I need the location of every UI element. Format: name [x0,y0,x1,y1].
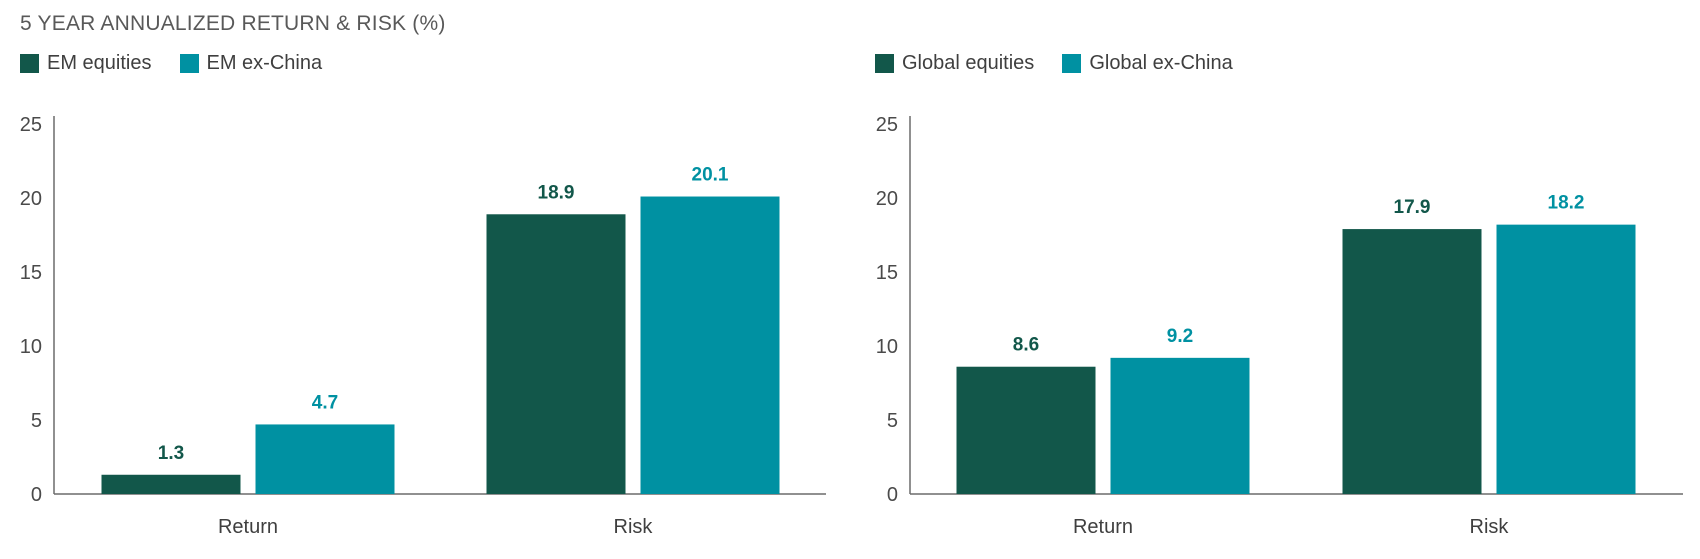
category-label-em-1: Risk [614,516,654,538]
legend-label-em-equities: EM equities [47,51,152,74]
chart-title: 5 YEAR ANNUALIZED RETURN & RISK (%) [20,12,446,35]
y-tick-label-global: 15 [876,262,898,284]
bar-em-1-0 [486,214,626,494]
category-label-em-0: Return [218,516,278,538]
legend-em: EM equities EM ex-China [20,50,350,76]
bar-em-1-1 [640,196,780,494]
y-tick-label-em: 10 [20,336,42,358]
category-label-global-1: Risk [1470,516,1510,538]
legend-global: Global equities Global ex-China [875,50,1261,76]
data-label-em-1-0: 18.9 [538,182,575,203]
legend-label-global-equities: Global equities [902,51,1035,74]
data-label-global-0-0: 8.6 [1013,335,1039,356]
data-label-em-1-1: 20.1 [692,165,729,186]
bar-global-0-1 [1110,357,1250,494]
y-tick-label-em: 20 [20,188,42,210]
bar-em-0-1 [255,424,395,494]
category-label-global-0: Return [1073,516,1133,538]
y-tick-label-global: 0 [887,484,898,506]
bar-global-1-1 [1496,224,1636,494]
legend-label-em-ex-china: EM ex-China [206,51,323,74]
legend-item-em-equities: EM equities [20,52,152,75]
y-tick-label-global: 20 [876,188,898,210]
legend-swatch-em-equities [20,53,39,73]
legend-swatch-em-ex-china [179,53,199,73]
y-tick-label-em: 5 [31,410,42,432]
legend-item-em-ex-china: EM ex-China [179,51,323,75]
y-tick-label-global: 10 [876,336,898,358]
legend-item-global-equities: Global equities [875,52,1034,75]
data-label-em-0-0: 1.3 [158,443,184,464]
legend-swatch-global-equities [875,53,894,73]
y-tick-label-em: 0 [31,484,42,506]
y-tick-label-em: 25 [20,114,42,136]
bar-global-1-0 [1342,229,1482,494]
data-label-global-1-0: 17.9 [1394,197,1431,218]
data-label-em-0-1: 4.7 [312,392,338,413]
data-label-global-0-1: 9.2 [1167,326,1193,347]
data-label-global-1-1: 18.2 [1548,193,1585,214]
y-tick-label-global: 5 [887,410,898,432]
legend-label-global-ex-china: Global ex-China [1089,51,1233,74]
y-tick-label-em: 15 [20,262,42,284]
legend-swatch-global-ex-china [1062,53,1082,73]
y-tick-label-global: 25 [876,114,898,136]
bar-em-0-0 [101,474,241,494]
legend-item-global-ex-china: Global ex-China [1062,51,1233,75]
bar-global-0-0 [956,366,1096,494]
